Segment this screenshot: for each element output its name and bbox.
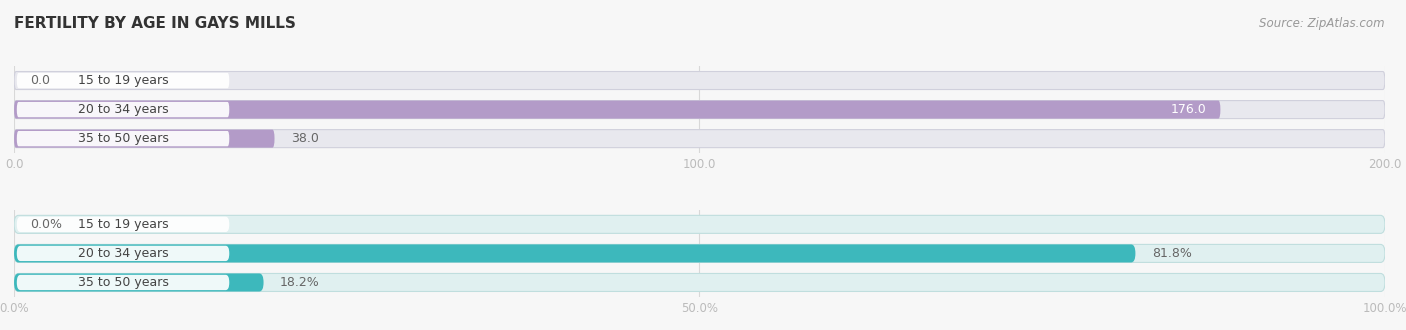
Text: 20 to 34 years: 20 to 34 years (77, 103, 169, 116)
FancyBboxPatch shape (14, 101, 1220, 118)
Text: FERTILITY BY AGE IN GAYS MILLS: FERTILITY BY AGE IN GAYS MILLS (14, 16, 295, 31)
FancyBboxPatch shape (14, 72, 1385, 89)
FancyBboxPatch shape (14, 130, 274, 148)
Text: 18.2%: 18.2% (280, 276, 319, 289)
FancyBboxPatch shape (14, 101, 1385, 118)
Text: 35 to 50 years: 35 to 50 years (77, 276, 169, 289)
FancyBboxPatch shape (14, 130, 1385, 148)
Text: 38.0: 38.0 (291, 132, 319, 145)
Text: 0.0%: 0.0% (31, 218, 62, 231)
Text: 35 to 50 years: 35 to 50 years (77, 132, 169, 145)
Text: 20 to 34 years: 20 to 34 years (77, 247, 169, 260)
FancyBboxPatch shape (17, 275, 229, 290)
Text: Source: ZipAtlas.com: Source: ZipAtlas.com (1260, 16, 1385, 29)
FancyBboxPatch shape (17, 131, 229, 146)
Text: 176.0: 176.0 (1171, 103, 1206, 116)
FancyBboxPatch shape (17, 246, 229, 261)
Text: 15 to 19 years: 15 to 19 years (77, 74, 169, 87)
Text: 15 to 19 years: 15 to 19 years (77, 218, 169, 231)
FancyBboxPatch shape (14, 215, 1385, 233)
FancyBboxPatch shape (17, 217, 229, 232)
FancyBboxPatch shape (14, 274, 1385, 291)
FancyBboxPatch shape (14, 245, 1385, 262)
FancyBboxPatch shape (14, 274, 263, 291)
Text: 81.8%: 81.8% (1152, 247, 1192, 260)
FancyBboxPatch shape (17, 73, 229, 88)
FancyBboxPatch shape (17, 102, 229, 117)
Text: 0.0: 0.0 (31, 74, 51, 87)
FancyBboxPatch shape (14, 245, 1136, 262)
